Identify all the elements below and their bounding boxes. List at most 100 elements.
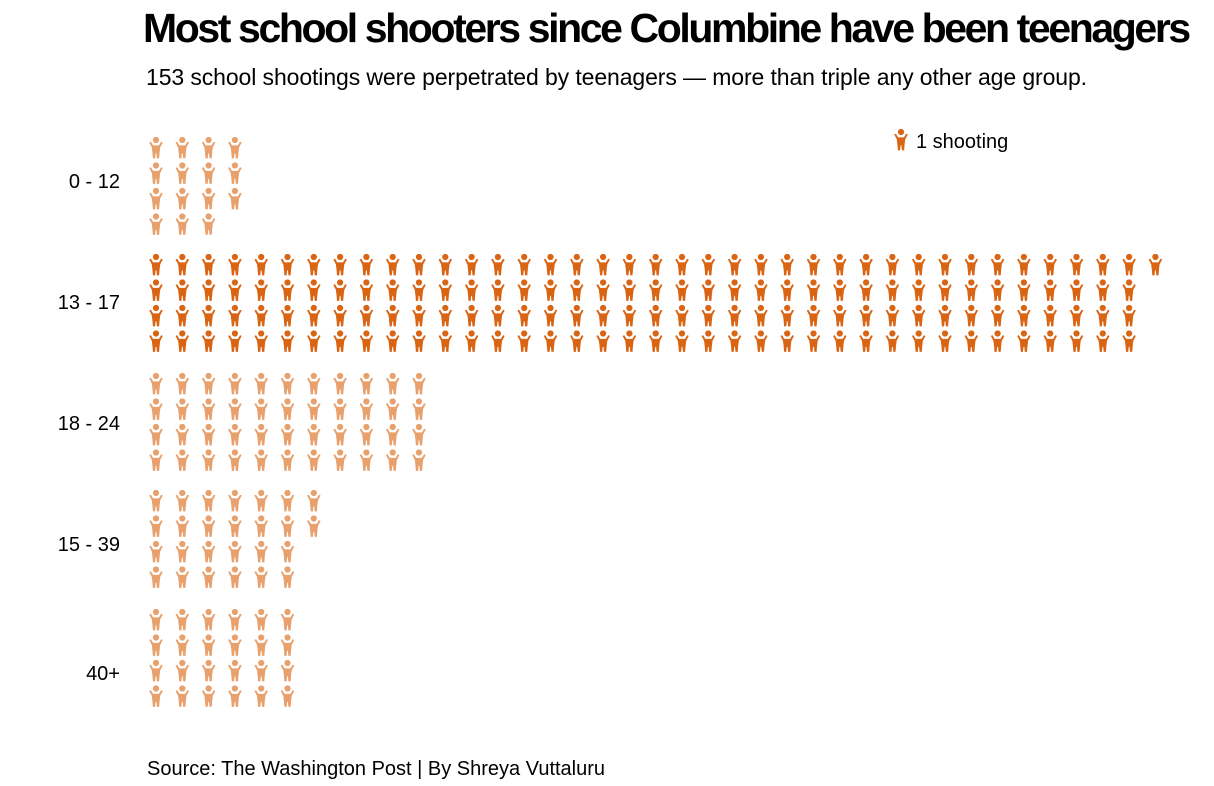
person-icon	[385, 279, 400, 301]
person-icon	[254, 660, 268, 682]
person-icon	[228, 449, 242, 471]
person-icon	[201, 188, 216, 210]
person-icon	[228, 254, 242, 276]
person-icon	[201, 213, 216, 235]
person-icon	[201, 279, 216, 301]
person-icon	[280, 279, 295, 301]
person-icon	[517, 330, 531, 352]
person-icon	[806, 279, 821, 301]
person-icon	[359, 398, 374, 420]
person-icon	[333, 449, 347, 471]
person-icon	[1096, 254, 1110, 276]
source-note: Source: The Washington Post | By Shreya …	[147, 758, 606, 780]
person-icon	[385, 254, 400, 276]
person-icon	[412, 305, 426, 327]
person-icon	[254, 490, 268, 512]
person-icon	[359, 305, 374, 327]
person-icon	[438, 254, 453, 276]
person-icon	[359, 330, 374, 352]
person-icon	[201, 660, 216, 682]
person-icon	[859, 254, 873, 276]
person-icon	[175, 541, 190, 563]
pictogram-icons	[149, 137, 1163, 707]
person-icon	[307, 398, 321, 420]
person-icon	[675, 279, 689, 301]
person-icon	[228, 305, 242, 327]
person-icon	[175, 660, 190, 682]
person-icon	[833, 305, 847, 327]
person-icon	[149, 188, 163, 210]
person-icon	[1096, 305, 1110, 327]
person-icon	[885, 305, 900, 327]
person-icon	[149, 685, 163, 707]
person-icon	[149, 490, 163, 512]
person-icon	[1017, 279, 1031, 301]
person-icon	[307, 449, 321, 471]
person-icon	[149, 609, 163, 631]
person-icon	[894, 129, 908, 151]
person-icon	[228, 515, 242, 537]
person-icon	[622, 305, 637, 327]
person-icon	[1069, 279, 1084, 301]
person-icon	[385, 398, 400, 420]
person-icon	[201, 634, 216, 656]
person-icon	[570, 330, 584, 352]
person-icon	[701, 305, 716, 327]
person-icon	[228, 541, 242, 563]
person-icon	[149, 566, 163, 588]
person-icon	[648, 305, 663, 327]
person-icon	[280, 254, 295, 276]
person-icon	[412, 330, 426, 352]
person-icon	[228, 162, 242, 184]
person-icon	[675, 254, 689, 276]
person-icon	[201, 254, 216, 276]
person-icon	[570, 254, 584, 276]
person-icon	[175, 566, 190, 588]
person-icon	[464, 279, 479, 301]
person-icon	[359, 279, 374, 301]
person-icon	[727, 254, 742, 276]
person-icon	[307, 279, 321, 301]
person-icon	[570, 305, 584, 327]
category-label: 40+	[86, 663, 120, 685]
person-icon	[385, 373, 400, 395]
person-icon	[280, 373, 295, 395]
person-icon	[491, 305, 505, 327]
person-icon	[201, 685, 216, 707]
person-icon	[201, 162, 216, 184]
person-icon	[254, 634, 268, 656]
person-icon	[385, 330, 400, 352]
person-icon	[859, 330, 873, 352]
person-icon	[833, 279, 847, 301]
person-icon	[412, 254, 426, 276]
person-icon	[385, 424, 400, 446]
person-icon	[543, 305, 558, 327]
person-icon	[464, 305, 479, 327]
person-icon	[675, 305, 689, 327]
person-icon	[333, 424, 347, 446]
chart-title: Most school shooters since Columbine hav…	[143, 5, 1191, 51]
person-icon	[1148, 254, 1163, 276]
person-icon	[175, 254, 190, 276]
person-icon	[175, 279, 190, 301]
person-icon	[412, 449, 426, 471]
person-icon	[990, 305, 1005, 327]
person-icon	[727, 330, 742, 352]
person-icon	[1043, 330, 1057, 352]
person-icon	[307, 254, 321, 276]
person-icon	[1122, 279, 1136, 301]
person-icon	[254, 424, 268, 446]
person-icon	[780, 330, 794, 352]
person-icon	[806, 305, 821, 327]
person-icon	[307, 305, 321, 327]
person-icon	[254, 609, 268, 631]
person-icon	[333, 305, 347, 327]
person-icon	[780, 254, 794, 276]
person-icon	[149, 660, 163, 682]
person-icon	[543, 330, 558, 352]
person-icon	[727, 305, 742, 327]
person-icon	[359, 449, 374, 471]
person-icon	[149, 213, 163, 235]
person-icon	[254, 566, 268, 588]
person-icon	[622, 330, 637, 352]
